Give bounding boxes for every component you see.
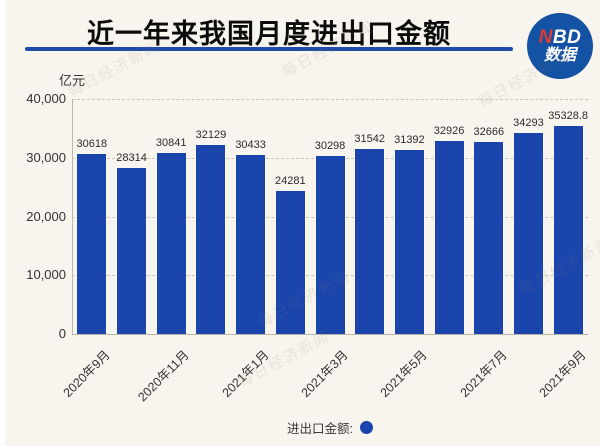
bar-value-label: 30298 xyxy=(314,139,346,152)
x-axis-line xyxy=(72,334,588,335)
bar xyxy=(196,145,226,334)
bar xyxy=(117,167,147,334)
gridline xyxy=(72,99,588,100)
bar xyxy=(315,155,345,334)
x-axis-tick-label: 2021年9月 xyxy=(536,347,589,400)
bar-value-label: 32129 xyxy=(195,129,227,142)
bar xyxy=(394,149,424,334)
bar xyxy=(474,142,504,334)
nbd-logo-letters-bd: BD xyxy=(552,26,582,48)
legend: 进出口金额: xyxy=(72,418,588,437)
y-axis-tick-label: 30,000 xyxy=(26,149,66,165)
bar xyxy=(156,152,186,334)
legend-label: 进出口金额: xyxy=(287,422,353,436)
bar xyxy=(236,155,266,334)
bar-value-label: 31542 xyxy=(354,132,385,145)
nbd-logo: NBD 数据 xyxy=(527,13,593,79)
x-axis-tick-label: 2021年3月 xyxy=(298,347,351,400)
bar-value-label: 31392 xyxy=(394,133,425,146)
y-axis-line xyxy=(72,99,73,334)
bar xyxy=(553,126,583,334)
bar xyxy=(434,140,464,334)
y-axis-tick-label: 0 xyxy=(58,326,66,341)
nbd-logo-subtext: 数据 xyxy=(543,46,576,64)
bar xyxy=(275,191,305,334)
chart-title: 近一年来我国月度进出口金额 xyxy=(87,19,451,49)
title-underline xyxy=(25,47,513,51)
y-axis-tick-label: 20,000 xyxy=(26,208,66,224)
y-axis-unit-label: 亿元 xyxy=(58,73,85,88)
bar-value-label: 24281 xyxy=(275,175,306,188)
nbd-logo-letter-n: N xyxy=(538,26,553,48)
bar-value-label: 35328.8 xyxy=(548,110,589,123)
x-axis-tick-label: 2021年7月 xyxy=(457,347,510,400)
x-axis-tick-label: 2021年1月 xyxy=(219,347,272,400)
y-axis-tick-label: 10,000 xyxy=(26,267,66,283)
bar xyxy=(77,154,107,334)
legend-marker-dot xyxy=(359,421,373,434)
watermark-text: 每日经济新闻 xyxy=(475,47,574,111)
watermark-text: 每日经济新闻 xyxy=(65,37,164,101)
bar-value-label: 30841 xyxy=(155,136,187,149)
x-axis-tick-label: 2020年11月 xyxy=(135,347,192,405)
bar-value-label: 32926 xyxy=(433,124,465,137)
bar-value-label: 30618 xyxy=(76,138,108,151)
watermark-text: 每日经济新闻 xyxy=(279,17,378,81)
bar-value-label: 34293 xyxy=(513,116,544,129)
x-axis-tick-label: 2021年5月 xyxy=(377,347,431,400)
x-axis-tick-label: 2020年9月 xyxy=(60,347,113,400)
bar-value-label: 32666 xyxy=(473,126,505,139)
nbd-logo-text: NBD xyxy=(538,26,582,48)
bar-value-label: 28314 xyxy=(116,151,147,164)
bar xyxy=(355,148,385,334)
bar xyxy=(513,132,543,334)
bar-chart: 亿元 0 10,000 20,000 30,000 40,000 30618 28314 30… xyxy=(5,0,600,446)
y-axis-tick-label: 40,000 xyxy=(26,91,66,106)
bar-value-label: 30433 xyxy=(235,139,266,152)
